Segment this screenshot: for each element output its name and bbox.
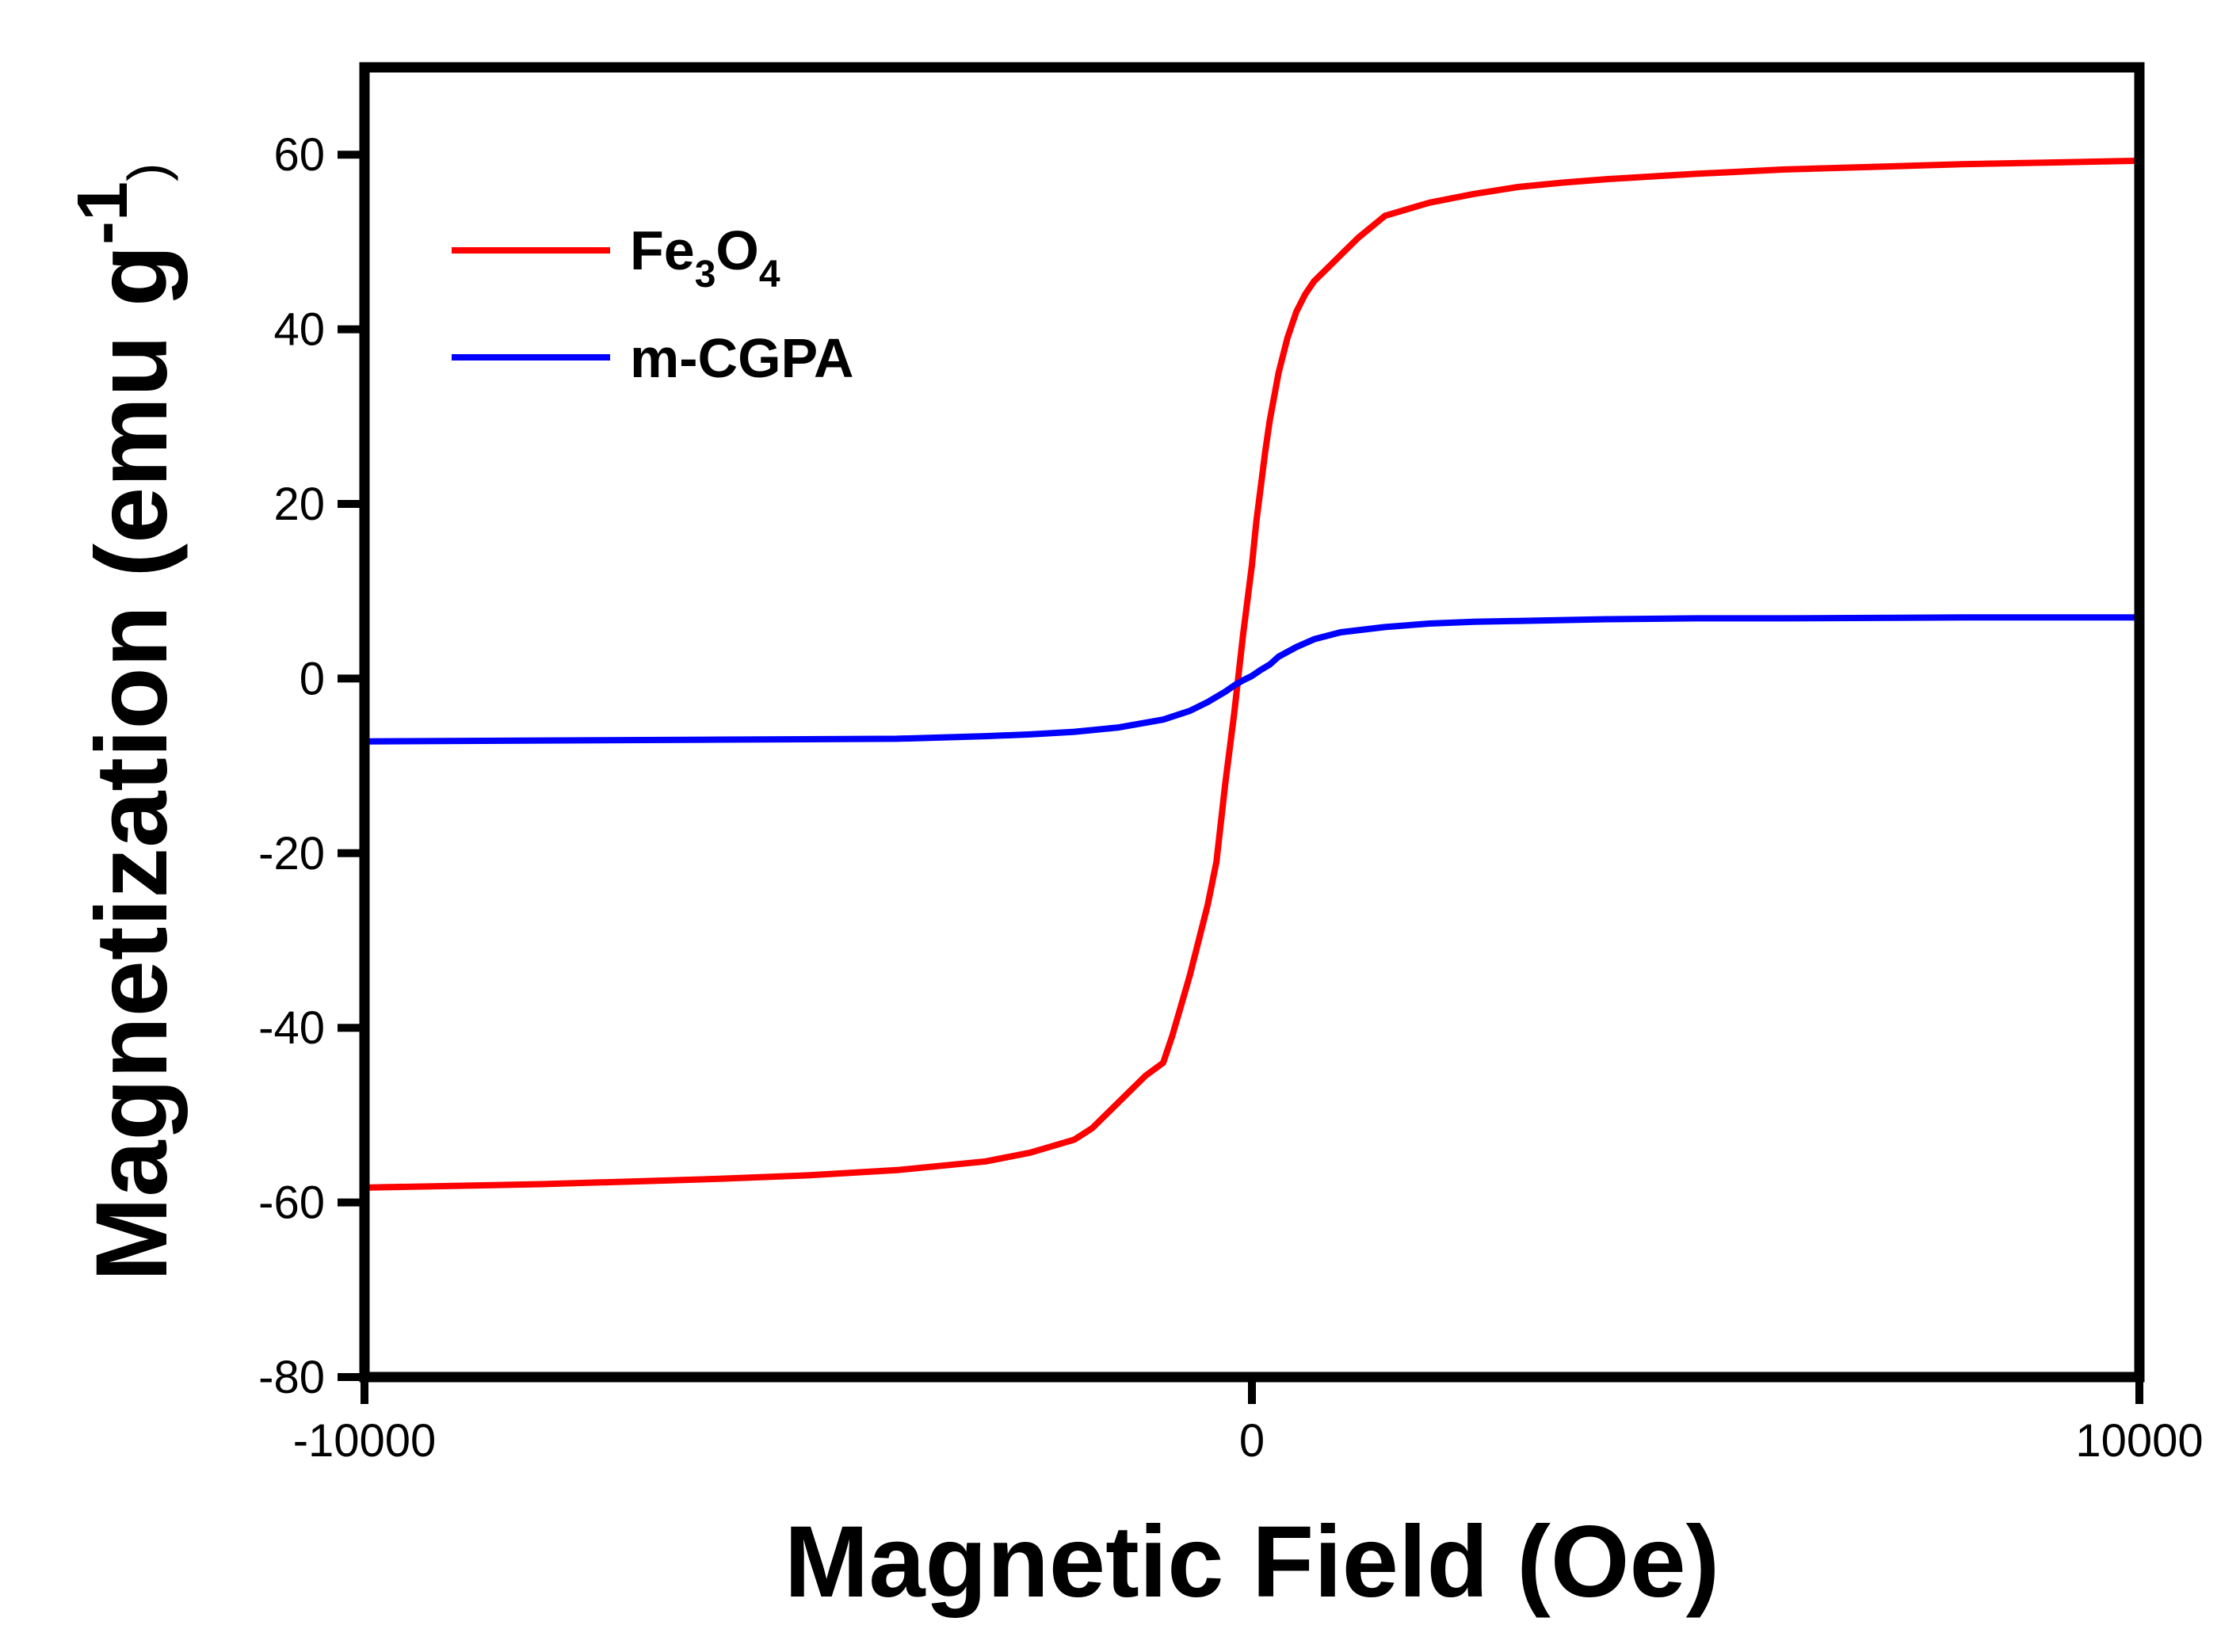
series-layer bbox=[364, 157, 2140, 1191]
x-tick-label: 0 bbox=[1239, 1415, 1265, 1467]
x-tick-label: 10000 bbox=[2075, 1415, 2203, 1467]
y-tick-label: 0 bbox=[300, 653, 325, 704]
series-line-m-cgpa bbox=[364, 614, 2139, 745]
legend-label-fe3o4: Fe3O4 bbox=[630, 219, 780, 296]
y-tick-label: 60 bbox=[273, 129, 325, 181]
y-axis-title-close: ) bbox=[116, 163, 178, 181]
x-tick-label: -10000 bbox=[293, 1415, 437, 1467]
x-axis-title: Magnetic Field (Oe) bbox=[784, 1505, 1720, 1619]
y-tick-label: -60 bbox=[258, 1177, 325, 1229]
y-tick-label: 20 bbox=[273, 479, 325, 530]
y-tick-label: -80 bbox=[258, 1352, 325, 1403]
y-tick-label: -20 bbox=[258, 828, 325, 879]
legend-label-m-cgpa: m-CGPA bbox=[630, 327, 854, 389]
y-tick-label: -40 bbox=[258, 1002, 325, 1054]
y-axis-title: Magnetization (emu g-1) bbox=[63, 163, 189, 1282]
y-tick-label: 40 bbox=[273, 304, 325, 356]
y-axis-ticks: -80 -60 -40 -20 0 20 40 60 bbox=[258, 129, 364, 1403]
legend: Fe3O4 m-CGPA bbox=[452, 219, 854, 389]
x-axis-ticks: -10000 0 10000 bbox=[293, 1377, 2204, 1467]
y-axis-title-superscript: -1 bbox=[63, 181, 143, 245]
series-line-fe3o4 bbox=[364, 157, 2140, 1191]
y-axis-title-main: Magnetization (emu g bbox=[75, 245, 189, 1281]
